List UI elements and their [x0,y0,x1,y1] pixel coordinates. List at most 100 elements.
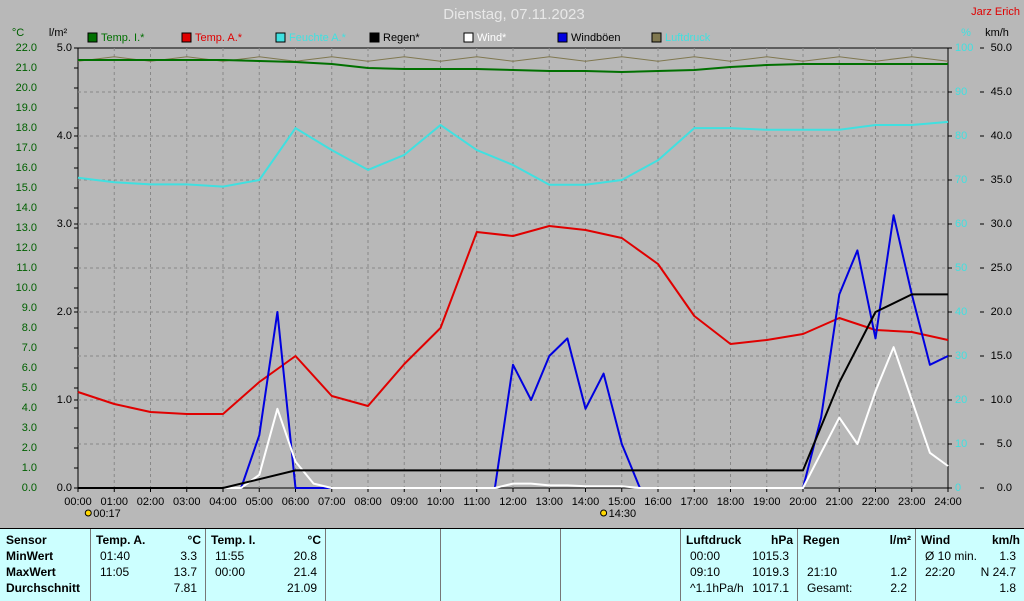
axis-unit: km/h [985,27,1009,39]
table-cell: 00:00 [215,565,246,579]
x-tick-label: 00:00 [64,496,92,508]
y3-tick-label: 30 [955,350,967,362]
y4-tick-label: 35.0 [991,174,1012,186]
x-tick-label: 16:00 [644,496,672,508]
table-cell: Gesamt: [807,581,853,595]
table-cell: 11:55 [215,549,245,563]
y4-tick-label: 15.0 [991,350,1012,362]
x-tick-label: 22:00 [862,496,890,508]
author: Jarz Erich [971,6,1020,18]
x-tick-label: 12:00 [499,496,527,508]
x-tick-label: 01:00 [100,496,128,508]
y-tick-label: 21.0 [16,62,37,74]
y3-tick-label: 100 [955,42,973,54]
y2-tick-label: 2.0 [57,306,72,318]
column-border [440,529,441,601]
table-cell: Regen [803,533,840,547]
x-tick-label: 23:00 [898,496,926,508]
legend-swatch [369,32,380,43]
y2-tick-label: 0.0 [57,482,72,494]
y-tick-label: 22.0 [16,42,37,54]
y4-tick-label: 30.0 [991,218,1012,230]
column-border [325,529,326,601]
table-cell: Ø 10 min. [925,549,978,563]
table-cell: 1.2 [890,565,907,579]
y-tick-label: 14.0 [16,202,37,214]
y3-tick-label: 10 [955,438,967,450]
x-tick-label: 02:00 [137,496,165,508]
table-cell: 13.7 [173,565,197,579]
chart: Dienstag, 07.11.2023 Jarz Erich °C l/m² … [11,5,1020,520]
x-tick-label: 19:00 [753,496,781,508]
x-tick-label: 10:00 [427,496,455,508]
x-tick-label: 08:00 [354,496,382,508]
table-cell: 1.8 [999,581,1016,595]
column-border [680,529,681,601]
y-tick-label: 2.0 [22,442,37,454]
legend-label: Windböen [571,32,621,44]
legend-swatch [181,32,192,43]
y3-tick-label: 60 [955,218,967,230]
y4-tick-label: 20.0 [991,306,1012,318]
table-cell: MinWert [6,549,54,563]
table-cell: Durchschnitt [6,581,81,595]
column-border [915,529,916,601]
legend-label: Wind* [477,32,507,44]
y-tick-label: 15.0 [16,182,37,194]
series-line [78,59,948,73]
y2-tick-label: 5.0 [57,42,72,54]
y2-tick-label: 4.0 [57,130,72,142]
y4-tick-label: 10.0 [991,394,1012,406]
column-border [797,529,798,601]
x-tick-label: 05:00 [245,496,273,508]
y-tick-label: 8.0 [22,322,37,334]
table-cell: 1017.1 [752,581,789,595]
legend-label: Feuchte A.* [289,32,347,44]
annotation: 00:17 [93,508,121,520]
x-tick-label: 15:00 [608,496,636,508]
table-cell: Sensor [6,533,47,547]
y-tick-label: 16.0 [16,162,37,174]
legend-label: Luftdruck [665,32,711,44]
y-tick-label: 9.0 [22,302,37,314]
axis-unit: % [961,27,971,39]
table-cell: hPa [770,533,793,547]
y3-tick-label: 20 [955,394,967,406]
x-tick-label: 24:00 [934,496,962,508]
column-border [90,529,91,601]
y2-tick-label: 3.0 [57,218,72,230]
x-tick-label: 04:00 [209,496,237,508]
table-cell: MaxWert [6,565,56,579]
y-tick-label: 12.0 [16,242,37,254]
table-cell: 1019.3 [752,565,789,579]
y-tick-label: 3.0 [22,422,37,434]
x-tick-label: 21:00 [825,496,853,508]
series-line [78,293,948,489]
table-cell: 1015.3 [752,549,789,563]
y-tick-label: 4.0 [22,402,37,414]
chart-title: Dienstag, 07.11.2023 [443,6,585,23]
column-border [205,529,206,601]
summary-table: Sensor MinWert MaxWert Durchschnitt Temp. A.… [0,528,1024,601]
x-tick-label: 07:00 [318,496,346,508]
column-border [560,529,561,601]
table-cell: 01:40 [100,549,131,563]
x-tick-label: 06:00 [282,496,310,508]
table-cell: 21:10 [807,565,838,579]
table-cell: Luftdruck [686,533,742,547]
y3-tick-label: 90 [955,86,967,98]
x-tick-label: 09:00 [390,496,418,508]
y-tick-label: 20.0 [16,82,37,94]
y-tick-label: 17.0 [16,142,37,154]
table-cell: 21.4 [293,565,317,579]
sun-marker [600,509,608,517]
annotation: 14:30 [609,508,637,520]
legend-swatch [651,32,662,43]
x-tick-label: 20:00 [789,496,817,508]
y3-tick-label: 0 [955,482,961,494]
y4-tick-label: 50.0 [991,42,1012,54]
y-tick-label: 10.0 [16,282,37,294]
series-line [77,120,949,188]
y-tick-label: 18.0 [16,122,37,134]
y-tick-label: 1.0 [22,462,37,474]
